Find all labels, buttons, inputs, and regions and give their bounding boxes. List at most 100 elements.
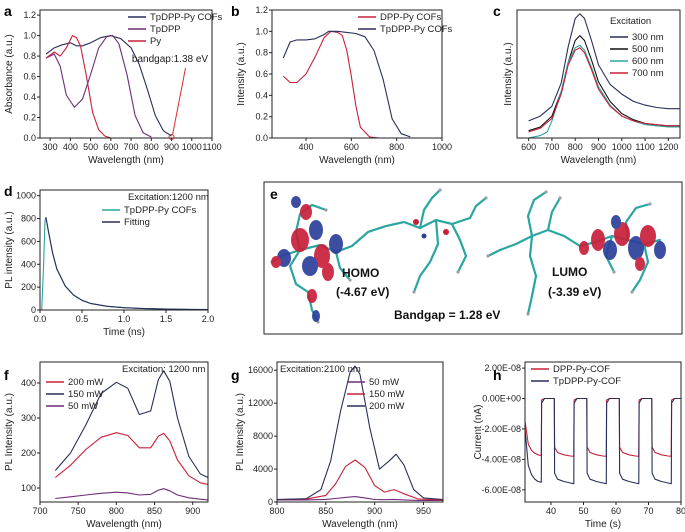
x-tick-label-d-1: 0.5 bbox=[76, 314, 89, 324]
series-g-2 bbox=[277, 365, 443, 501]
legend-title-d: Excitation:1200 nm bbox=[128, 192, 209, 203]
homo-molecule-graphic bbox=[270, 188, 488, 324]
legend-entry-c-0: 300 nm bbox=[632, 32, 664, 43]
chart-g: g 800 850 900 950 0 4000 8000 12000 16000 Waveleng… bbox=[231, 361, 444, 530]
panel-h-label: h bbox=[493, 367, 502, 383]
y-tick-label-d-3: 600 bbox=[21, 236, 36, 246]
x-axis-label-h: Time (s) bbox=[585, 519, 621, 530]
legend-entry-a-2: Py bbox=[150, 36, 161, 47]
x-tick-label-a-4: 700 bbox=[124, 142, 139, 152]
legend-entry-a-0: TpDPP-Py COFs bbox=[150, 12, 223, 23]
x-tick-label-d-4: 2.0 bbox=[202, 314, 215, 324]
x-axis-label-a: Wavelength (nm) bbox=[88, 155, 164, 166]
x-tick-label-f-4: 900 bbox=[185, 506, 200, 516]
x-tick-label-f-0: 700 bbox=[32, 506, 47, 516]
y-tick-label-g-0: 0 bbox=[268, 497, 273, 507]
y-tick-label-h-1: -4.00E-08 bbox=[481, 454, 521, 464]
series-a-2 bbox=[45, 35, 111, 138]
y-tick-label-a-5: 1.0 bbox=[23, 31, 36, 41]
x-tick-label-f-2: 800 bbox=[109, 506, 124, 516]
y-tick-label-f-2: 300 bbox=[21, 413, 36, 423]
x-axis-label-f: Wavelength (nm) bbox=[86, 519, 162, 530]
x-tick-label-c-0: 600 bbox=[521, 142, 536, 152]
x-tick-label-f-1: 750 bbox=[71, 506, 86, 516]
panel-g-label: g bbox=[231, 367, 240, 383]
legend-entry-h-0: DPP-Py-COF bbox=[553, 364, 610, 375]
y-axis-label-f: PL Intensity (a.u.) bbox=[4, 393, 15, 471]
y-tick-label-g-3: 12000 bbox=[248, 398, 273, 408]
x-tick-label-a-7: 1000 bbox=[182, 142, 202, 152]
x-tick-label-b-2: 800 bbox=[389, 142, 404, 152]
panel-d-label: d bbox=[4, 183, 13, 199]
y-tick-label-h-3: 0.00E+00 bbox=[482, 394, 521, 404]
y-tick-label-f-3: 400 bbox=[21, 378, 36, 388]
x-tick-label-d-3: 1.5 bbox=[160, 314, 173, 324]
legend-entry-c-2: 600 nm bbox=[632, 56, 664, 67]
chart-a: a 300 400 500 600 700 800 900 1000 1100 0.0 0.2 0.4 0… bbox=[4, 3, 223, 166]
plot-frame-h bbox=[524, 361, 682, 503]
y-tick-label-a-1: 0.2 bbox=[23, 113, 36, 123]
plot-frame-f bbox=[39, 361, 209, 503]
x-tick-label-a-3: 600 bbox=[103, 142, 118, 152]
x-tick-label-b-3: 1000 bbox=[432, 142, 452, 152]
series-f-0 bbox=[54, 432, 208, 486]
series-f-1 bbox=[54, 370, 208, 478]
x-tick-label-a-5: 800 bbox=[144, 142, 159, 152]
legend-entry-c-3: 700 nm bbox=[632, 68, 664, 79]
legend-title-c: Excitation bbox=[610, 16, 651, 27]
x-axis-label-b: Wavelength (nm) bbox=[319, 155, 395, 166]
y-tick-label-b-5: 1.0 bbox=[255, 26, 268, 36]
y-tick-label-a-3: 0.6 bbox=[23, 72, 36, 82]
molecular-orbital-panel: e bbox=[263, 181, 683, 335]
y-tick-label-h-4: 2.00E-08 bbox=[484, 363, 521, 373]
series-b-1 bbox=[282, 30, 411, 138]
y-tick-label-a-2: 0.4 bbox=[23, 92, 36, 102]
series-d-0 bbox=[41, 216, 208, 310]
y-tick-label-a-4: 0.8 bbox=[23, 51, 36, 61]
x-tick-label-c-4: 1000 bbox=[612, 142, 632, 152]
panel-c-label: c bbox=[493, 3, 501, 19]
x-tick-label-c-1: 700 bbox=[544, 142, 559, 152]
chart-h: h 40 50 60 70 80 -6.00E-08 -4.00E-08 -2.00E-08 0.… bbox=[473, 361, 685, 530]
y-tick-label-d-2: 400 bbox=[21, 259, 36, 269]
x-tick-label-c-3: 900 bbox=[591, 142, 606, 152]
lumo-label: LUMO bbox=[552, 265, 587, 279]
plot-frame-a bbox=[39, 9, 213, 139]
x-tick-label-a-0: 300 bbox=[43, 142, 58, 152]
y-tick-label-h-2: -2.00E-08 bbox=[481, 424, 521, 434]
legend-entry-a-1: TpDPP bbox=[150, 24, 181, 35]
y-tick-label-g-2: 8000 bbox=[253, 431, 273, 441]
series-a-1 bbox=[45, 35, 152, 138]
y-axis-label-c: Intensity (a.u.) bbox=[503, 42, 514, 105]
legend-title-g: Excitation:2100 nm bbox=[280, 364, 361, 375]
x-tick-label-c-5: 1100 bbox=[635, 142, 654, 152]
legend-entry-d-0: TpDPP-Py COFs bbox=[124, 205, 197, 216]
x-tick-label-a-1: 400 bbox=[63, 142, 78, 152]
y-tick-label-f-1: 200 bbox=[21, 448, 36, 458]
x-axis-label-g: Wavelength (nm) bbox=[322, 519, 398, 530]
y-tick-label-g-4: 16000 bbox=[248, 365, 273, 375]
y-axis-label-h: Current (nA) bbox=[473, 404, 484, 459]
y-tick-label-a-0: 0.0 bbox=[23, 133, 36, 143]
x-tick-label-g-2: 900 bbox=[367, 506, 382, 516]
legend-title-f: Excitation: 1200 nm bbox=[122, 364, 206, 375]
legend-entry-f-2: 50 mW bbox=[68, 401, 98, 412]
y-tick-label-b-4: 0.8 bbox=[255, 48, 268, 58]
legend-entry-g-1: 150 mW bbox=[369, 389, 404, 400]
series-h-1 bbox=[525, 397, 681, 485]
y-tick-label-g-1: 4000 bbox=[253, 464, 273, 474]
annotation-a: bandgap:1.38 eV bbox=[132, 54, 209, 65]
series-c-0 bbox=[528, 13, 680, 122]
chart-b: b 400 600 800 1000 0.0 0.2 0.4 0.6 0.8 1.0 1.2 Wavel… bbox=[231, 3, 453, 166]
y-tick-label-h-0: -6.00E-08 bbox=[481, 485, 521, 495]
y-axis-label-g: PL Intensity (a.u.) bbox=[235, 393, 246, 471]
legend-entry-b-1: TpDPP-Py COFs bbox=[380, 24, 453, 35]
legend-entry-c-1: 500 nm bbox=[632, 44, 664, 55]
y-tick-label-b-2: 0.4 bbox=[255, 90, 268, 100]
legend-entry-d-1: Fitting bbox=[124, 217, 150, 228]
x-tick-label-a-6: 900 bbox=[164, 142, 179, 152]
x-tick-label-h-0: 40 bbox=[546, 506, 556, 516]
series-f-2 bbox=[55, 488, 208, 501]
homo-value: (-4.67 eV) bbox=[336, 285, 389, 299]
